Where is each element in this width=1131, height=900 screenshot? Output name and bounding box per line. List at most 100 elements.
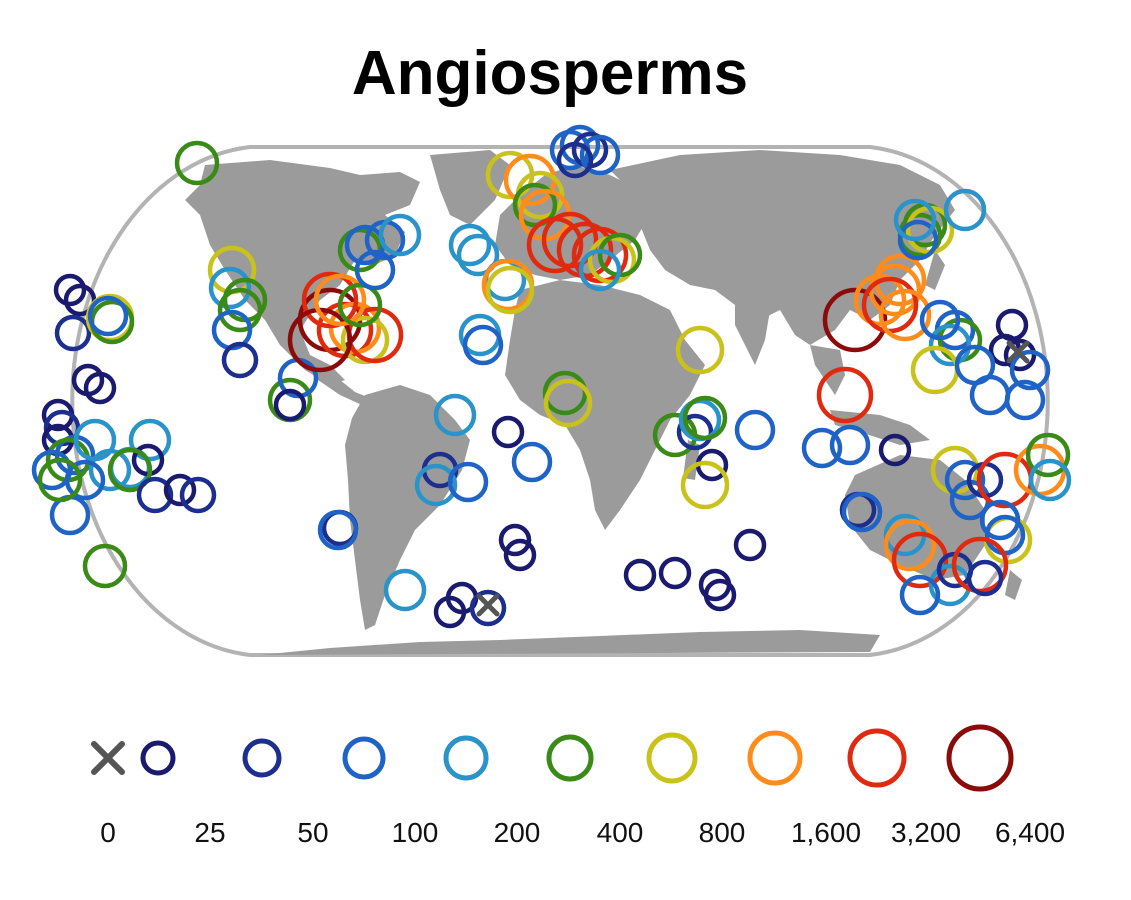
site-marker bbox=[447, 461, 489, 503]
legend-marker bbox=[646, 732, 698, 784]
site-marker bbox=[512, 182, 558, 228]
legend-label: 25 bbox=[194, 817, 225, 848]
site-marker bbox=[829, 424, 871, 466]
site-marker bbox=[128, 418, 172, 462]
legend-marker-zero bbox=[91, 741, 125, 775]
site-marker bbox=[511, 441, 553, 483]
asia bbox=[610, 150, 955, 345]
site-marker bbox=[878, 288, 932, 342]
legend-label: 6,400 bbox=[995, 817, 1065, 848]
site-marker bbox=[54, 314, 92, 352]
legend-marker bbox=[443, 735, 489, 781]
site-marker bbox=[853, 273, 907, 327]
site-marker bbox=[734, 409, 776, 451]
site-marker bbox=[64, 459, 106, 501]
site-marker-zero bbox=[1006, 340, 1030, 364]
site-marker-zero bbox=[476, 593, 500, 617]
richness-legend: 0 25 50 100 200 400 800 1,600 3,200 6,400 bbox=[91, 724, 1065, 848]
site-marker bbox=[448, 223, 492, 267]
site-marker bbox=[317, 509, 359, 551]
site-marker bbox=[658, 556, 692, 590]
africa bbox=[505, 280, 705, 530]
south-america bbox=[345, 385, 470, 630]
legend-marker bbox=[242, 738, 282, 778]
site-marker bbox=[174, 140, 220, 186]
site-marker bbox=[680, 460, 730, 510]
site-marker bbox=[578, 248, 622, 292]
site-marker bbox=[1004, 379, 1046, 421]
site-marker bbox=[899, 574, 941, 616]
site-marker bbox=[1003, 338, 1037, 372]
legend-label: 3,200 bbox=[891, 817, 961, 848]
site-marker bbox=[542, 370, 588, 416]
site-marker bbox=[733, 528, 767, 562]
site-marker bbox=[873, 253, 927, 307]
southeast-asia bbox=[810, 345, 845, 395]
site-marker bbox=[163, 473, 197, 507]
observation-sites bbox=[31, 124, 1072, 629]
site-marker bbox=[801, 427, 843, 469]
site-marker bbox=[543, 378, 593, 428]
site-marker bbox=[556, 141, 594, 179]
site-marker bbox=[82, 543, 128, 589]
site-marker bbox=[1009, 349, 1051, 391]
site-marker bbox=[893, 198, 937, 242]
legend-label: 50 bbox=[297, 817, 328, 848]
legend-label: 200 bbox=[494, 817, 541, 848]
site-marker bbox=[883, 518, 937, 572]
site-marker bbox=[88, 448, 132, 492]
india bbox=[735, 305, 770, 365]
site-marker bbox=[675, 325, 725, 375]
site-marker bbox=[49, 494, 91, 536]
site-marker bbox=[979, 499, 1021, 541]
legend-marker bbox=[546, 734, 594, 782]
site-marker bbox=[456, 233, 500, 277]
map-title: Angiosperms bbox=[351, 39, 749, 108]
legend-label: 1,600 bbox=[791, 817, 861, 848]
legend-marker bbox=[847, 728, 907, 788]
site-marker bbox=[878, 433, 912, 467]
site-marker bbox=[313, 273, 367, 327]
site-marker bbox=[433, 595, 467, 629]
legend-label: 100 bbox=[392, 817, 439, 848]
site-marker bbox=[301, 271, 359, 329]
site-marker bbox=[414, 463, 458, 507]
site-marker bbox=[703, 578, 737, 612]
site-marker bbox=[1028, 458, 1072, 502]
site-marker bbox=[107, 447, 153, 493]
legend-label: 800 bbox=[699, 817, 746, 848]
legend-label: 0 bbox=[100, 817, 116, 848]
site-marker bbox=[337, 282, 383, 328]
site-marker bbox=[676, 413, 714, 451]
site-marker bbox=[891, 531, 949, 589]
site-marker bbox=[841, 491, 883, 533]
legend-marker bbox=[946, 724, 1014, 792]
site-marker bbox=[354, 249, 396, 291]
legend-marker bbox=[140, 740, 176, 776]
site-marker bbox=[433, 393, 477, 437]
site-marker bbox=[217, 287, 263, 333]
site-marker bbox=[928, 323, 972, 367]
legend-label: 400 bbox=[597, 817, 644, 848]
site-marker bbox=[208, 266, 252, 310]
legend-marker bbox=[747, 730, 803, 786]
site-marker bbox=[503, 538, 537, 572]
site-marker bbox=[919, 299, 961, 341]
site-marker bbox=[944, 459, 986, 501]
site-marker bbox=[383, 568, 427, 612]
site-marker bbox=[469, 589, 507, 627]
site-marker bbox=[462, 324, 504, 366]
site-marker bbox=[340, 315, 390, 365]
site-marker bbox=[378, 213, 422, 257]
site-marker bbox=[623, 558, 657, 592]
site-marker bbox=[179, 476, 217, 514]
site-marker bbox=[136, 476, 174, 514]
site-marker bbox=[37, 457, 83, 503]
site-marker bbox=[682, 395, 728, 441]
site-marker bbox=[954, 344, 996, 386]
legend-marker bbox=[342, 736, 386, 780]
site-marker bbox=[579, 134, 621, 176]
site-marker bbox=[491, 415, 525, 449]
new-zealand bbox=[1005, 570, 1022, 600]
site-marker bbox=[498, 523, 532, 557]
